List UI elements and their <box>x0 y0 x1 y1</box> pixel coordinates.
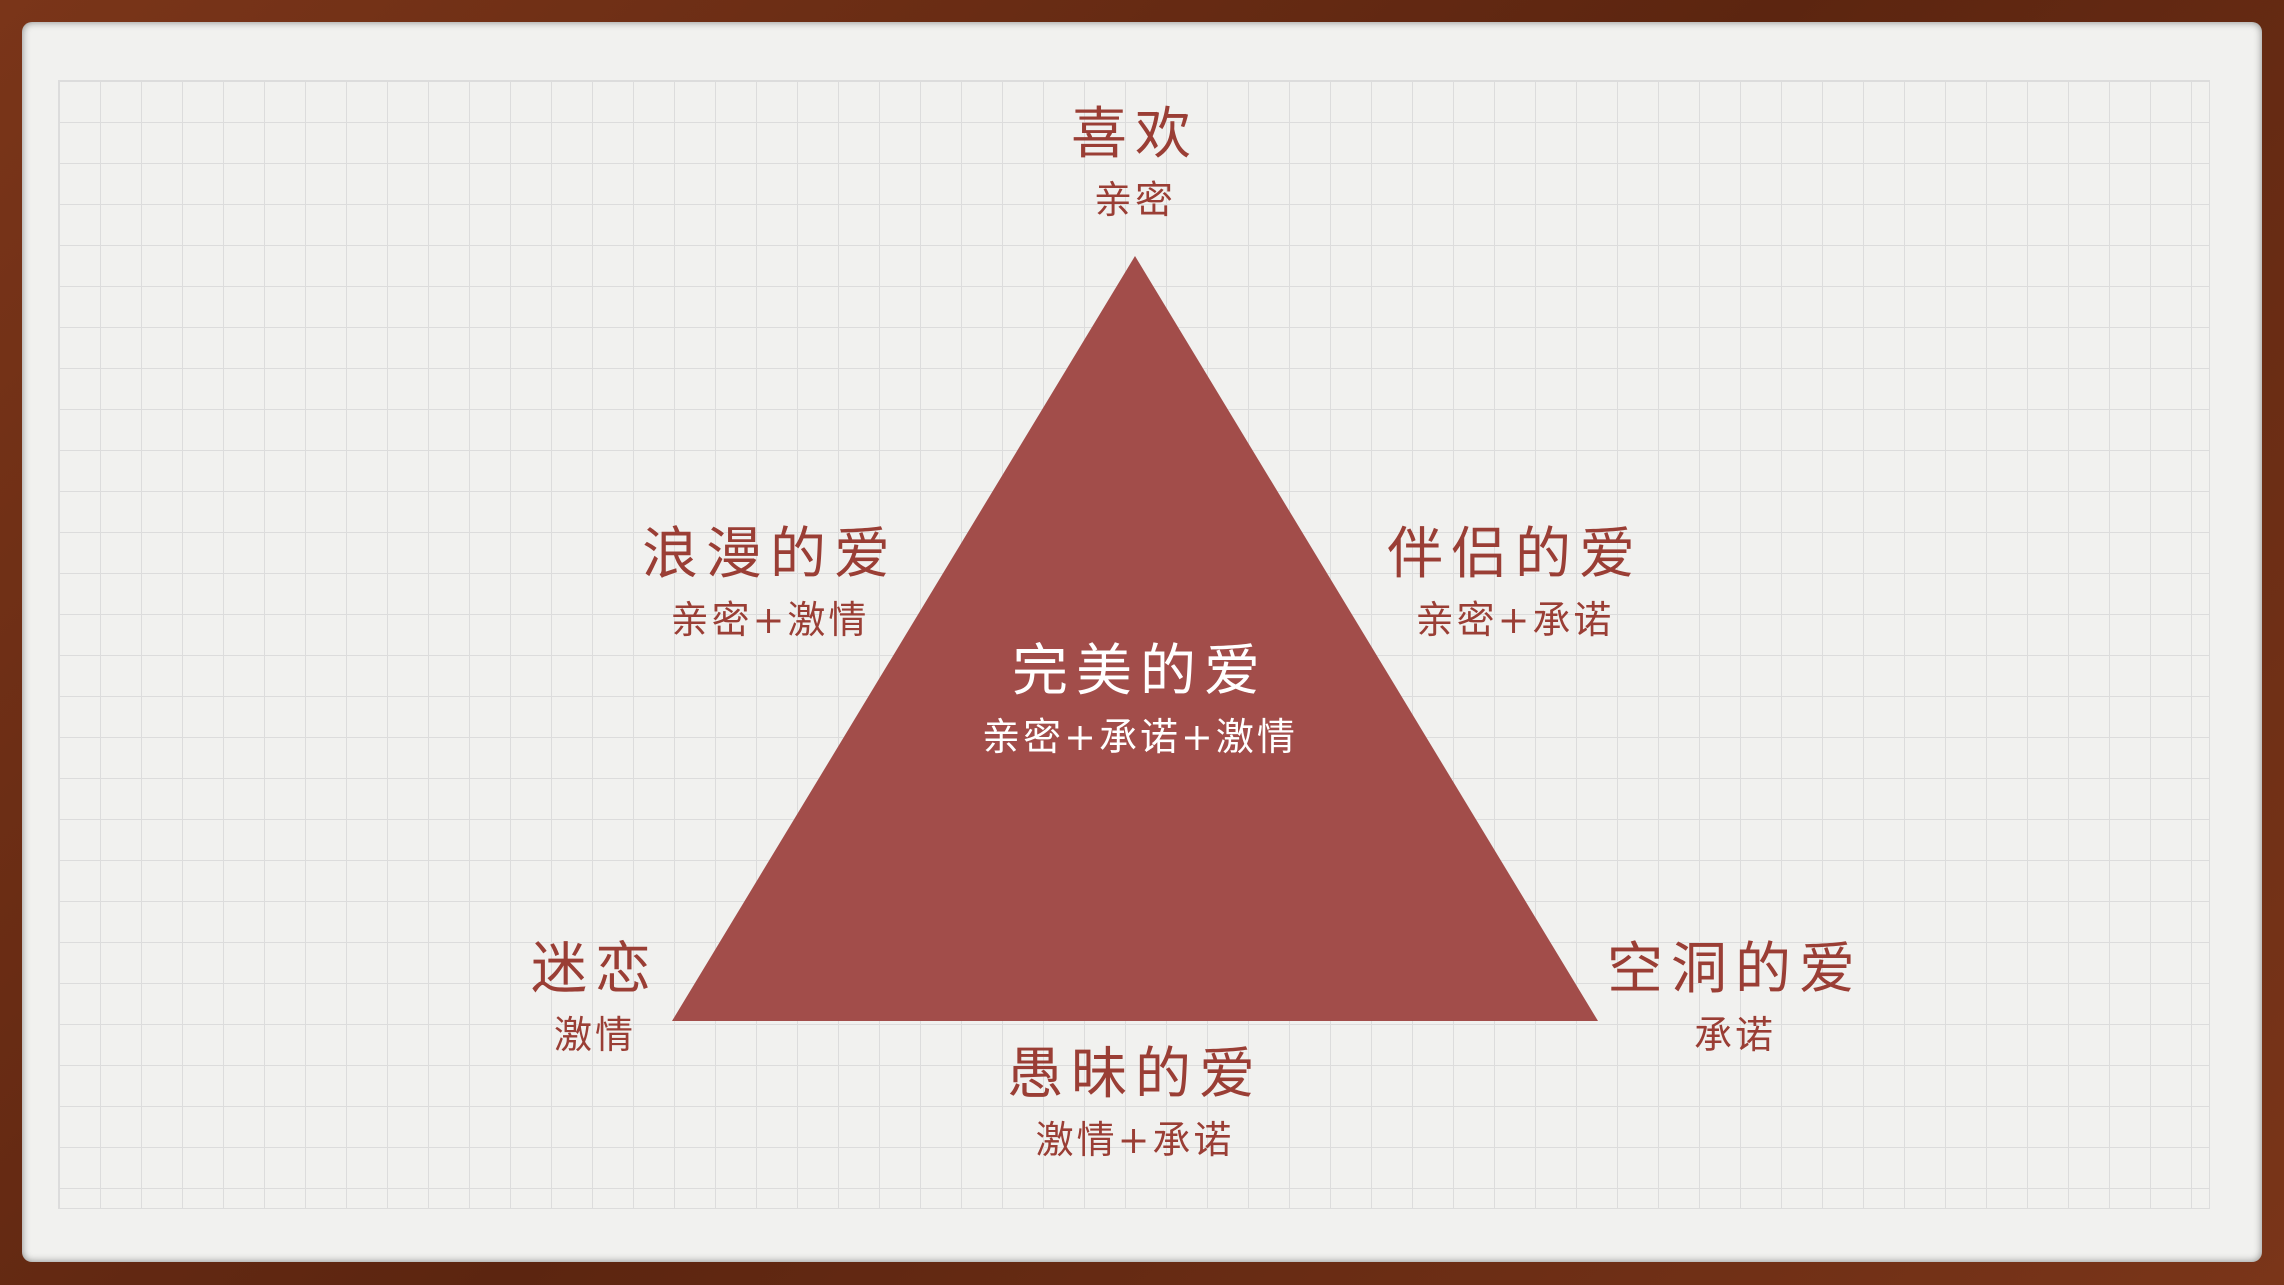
vertex-top-title: 喜欢 <box>1071 102 1199 167</box>
edge-right-title: 伴侣的爱 <box>1387 522 1643 587</box>
love-triangle <box>672 256 1598 1021</box>
center-sub: 亲密+承诺+激情 <box>982 715 1298 759</box>
vertex-bottom-left-label: 迷恋 激情 <box>505 935 685 1065</box>
edge-bottom-title: 愚昧的爱 <box>1007 1042 1263 1107</box>
edge-left-title: 浪漫的爱 <box>642 522 898 587</box>
edge-left-sub: 亲密+激情 <box>670 598 870 642</box>
edge-bottom-sub: 激情+承诺 <box>1035 1118 1235 1162</box>
vertex-bottom-right-sub: 承诺 <box>1693 1013 1776 1057</box>
vertex-bottom-right-title: 空洞的爱 <box>1607 937 1863 1002</box>
edge-right-sub: 亲密+承诺 <box>1415 598 1615 642</box>
vertex-bottom-right-label: 空洞的爱 承诺 <box>1585 935 1885 1065</box>
edge-bottom-label: 愚昧的爱 激情+承诺 <box>975 1040 1295 1170</box>
vertex-bottom-left-title: 迷恋 <box>531 937 659 1002</box>
vertex-top-sub: 亲密 <box>1093 178 1176 222</box>
edge-right-label: 伴侣的爱 亲密+承诺 <box>1355 520 1675 650</box>
edge-left-label: 浪漫的爱 亲密+激情 <box>610 520 930 650</box>
vertex-top-label: 喜欢 亲密 <box>1035 100 1235 230</box>
center-title: 完美的爱 <box>1012 639 1268 704</box>
vertex-bottom-left-sub: 激情 <box>553 1013 636 1057</box>
center-label: 完美的爱 亲密+承诺+激情 <box>935 637 1345 767</box>
